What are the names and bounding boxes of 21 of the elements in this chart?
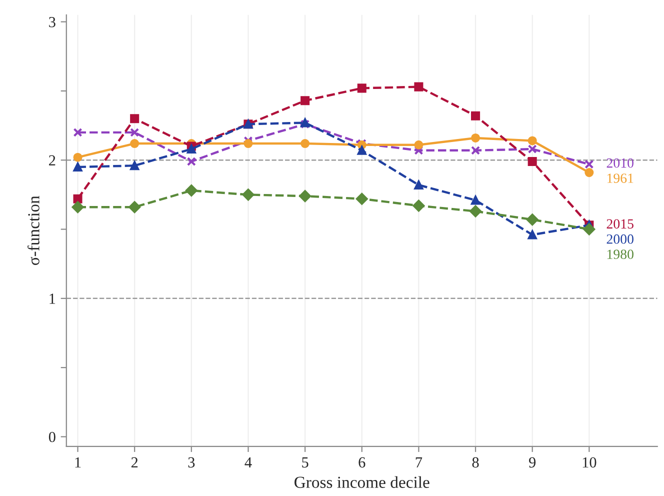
x-tick-label: 7: [416, 457, 422, 468]
y-axis-title: σ-function: [28, 196, 40, 266]
y-tick-label: 2: [49, 155, 56, 166]
x-axis-title: Gross income decile: [294, 476, 430, 488]
series-label: 2015: [606, 219, 634, 229]
y-tick-label: 3: [49, 16, 56, 28]
x-tick-label: 2: [131, 457, 138, 468]
x-tick-label: 9: [529, 457, 536, 468]
x-tick-label: 3: [188, 457, 195, 468]
x-tick-label: 1: [75, 457, 81, 468]
x-tick-label: 6: [358, 457, 366, 468]
x-tick-label: 5: [302, 457, 308, 468]
y-tick-label: 1: [50, 294, 56, 304]
x-tick-label: 10: [582, 457, 596, 468]
series-label: 1980: [607, 250, 634, 260]
y-tick-label: 0: [48, 432, 56, 442]
x-tick-label: 4: [244, 457, 252, 468]
series-label: 1961: [607, 174, 634, 183]
series-label: 2010: [606, 158, 634, 168]
series-label: 2000: [606, 234, 634, 244]
x-tick-label: 8: [472, 457, 479, 468]
